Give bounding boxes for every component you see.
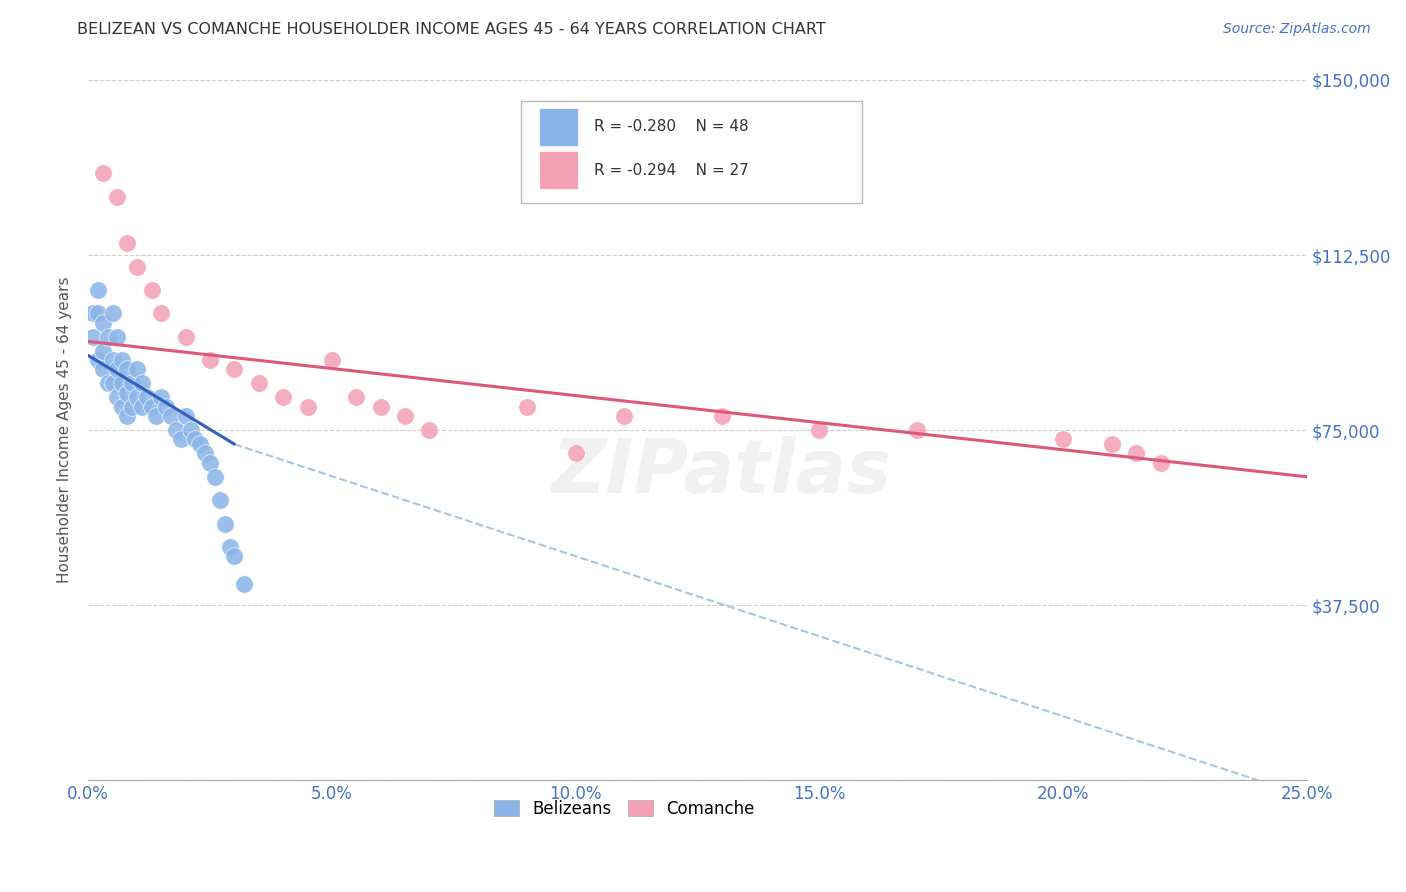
Point (111, 376, 134, 391)
Point (101, 306, 124, 320)
Point (180, 423, 202, 437)
Point (174, 330, 197, 344)
Point (115, 409, 138, 424)
Point (198, 456, 221, 470)
Point (370, 400, 392, 414)
FancyBboxPatch shape (538, 108, 578, 145)
Point (1149, 456, 1171, 470)
Point (97, 330, 120, 344)
Text: Source: ZipAtlas.com: Source: ZipAtlas.com (1223, 22, 1371, 37)
Point (271, 391, 294, 405)
Point (115, 236, 138, 251)
Point (150, 306, 173, 320)
Point (131, 376, 153, 391)
Point (418, 423, 440, 437)
Point (710, 409, 733, 424)
Point (125, 362, 148, 376)
Point (224, 362, 246, 376)
Text: ZIPatlas: ZIPatlas (551, 435, 891, 508)
Legend: Belizeans, Comanche: Belizeans, Comanche (488, 793, 762, 824)
Point (170, 433, 193, 447)
Point (91, 343, 114, 358)
Point (224, 549, 246, 564)
Point (247, 376, 270, 391)
Point (155, 400, 177, 414)
Point (321, 353, 343, 368)
Point (141, 400, 163, 414)
Point (1101, 437, 1123, 451)
Point (208, 493, 231, 508)
Point (131, 400, 153, 414)
Y-axis label: Householder Income Ages 45 - 64 years: Householder Income Ages 45 - 64 years (58, 277, 72, 583)
Point (105, 190, 128, 204)
Point (105, 391, 128, 405)
Point (82, 306, 104, 320)
Text: R = -0.294    N = 27: R = -0.294 N = 27 (593, 162, 748, 178)
Point (125, 391, 148, 405)
Point (1052, 433, 1074, 447)
Point (344, 391, 367, 405)
Point (111, 400, 134, 414)
Point (174, 409, 197, 424)
Point (214, 516, 236, 531)
Point (105, 362, 128, 376)
Point (613, 409, 636, 424)
Point (97, 376, 120, 391)
Point (87, 353, 110, 368)
Point (87, 283, 110, 297)
Point (905, 423, 928, 437)
FancyBboxPatch shape (538, 152, 578, 189)
Point (115, 362, 138, 376)
FancyBboxPatch shape (520, 101, 862, 202)
Point (394, 409, 416, 424)
Point (204, 470, 226, 484)
Point (160, 409, 183, 424)
Point (516, 400, 538, 414)
Point (111, 353, 134, 368)
Point (101, 376, 124, 391)
Point (115, 385, 138, 400)
Point (297, 400, 319, 414)
Text: R = -0.280    N = 48: R = -0.280 N = 48 (593, 120, 748, 134)
Point (82, 330, 104, 344)
Point (91, 316, 114, 330)
Point (105, 330, 128, 344)
Point (564, 446, 586, 460)
Point (194, 446, 217, 460)
Point (165, 423, 187, 437)
Point (1125, 446, 1147, 460)
Point (87, 306, 110, 320)
Point (145, 409, 167, 424)
Point (91, 362, 114, 376)
Point (125, 260, 148, 274)
Point (808, 423, 831, 437)
Point (91, 166, 114, 180)
Point (233, 577, 256, 591)
Point (150, 391, 173, 405)
Point (121, 376, 143, 391)
Point (135, 391, 157, 405)
Point (184, 433, 207, 447)
Point (121, 400, 143, 414)
Point (218, 540, 240, 554)
Point (101, 353, 124, 368)
Text: BELIZEAN VS COMANCHE HOUSEHOLDER INCOME AGES 45 - 64 YEARS CORRELATION CHART: BELIZEAN VS COMANCHE HOUSEHOLDER INCOME … (77, 22, 827, 37)
Point (188, 437, 211, 451)
Point (141, 283, 163, 297)
Point (198, 353, 221, 368)
